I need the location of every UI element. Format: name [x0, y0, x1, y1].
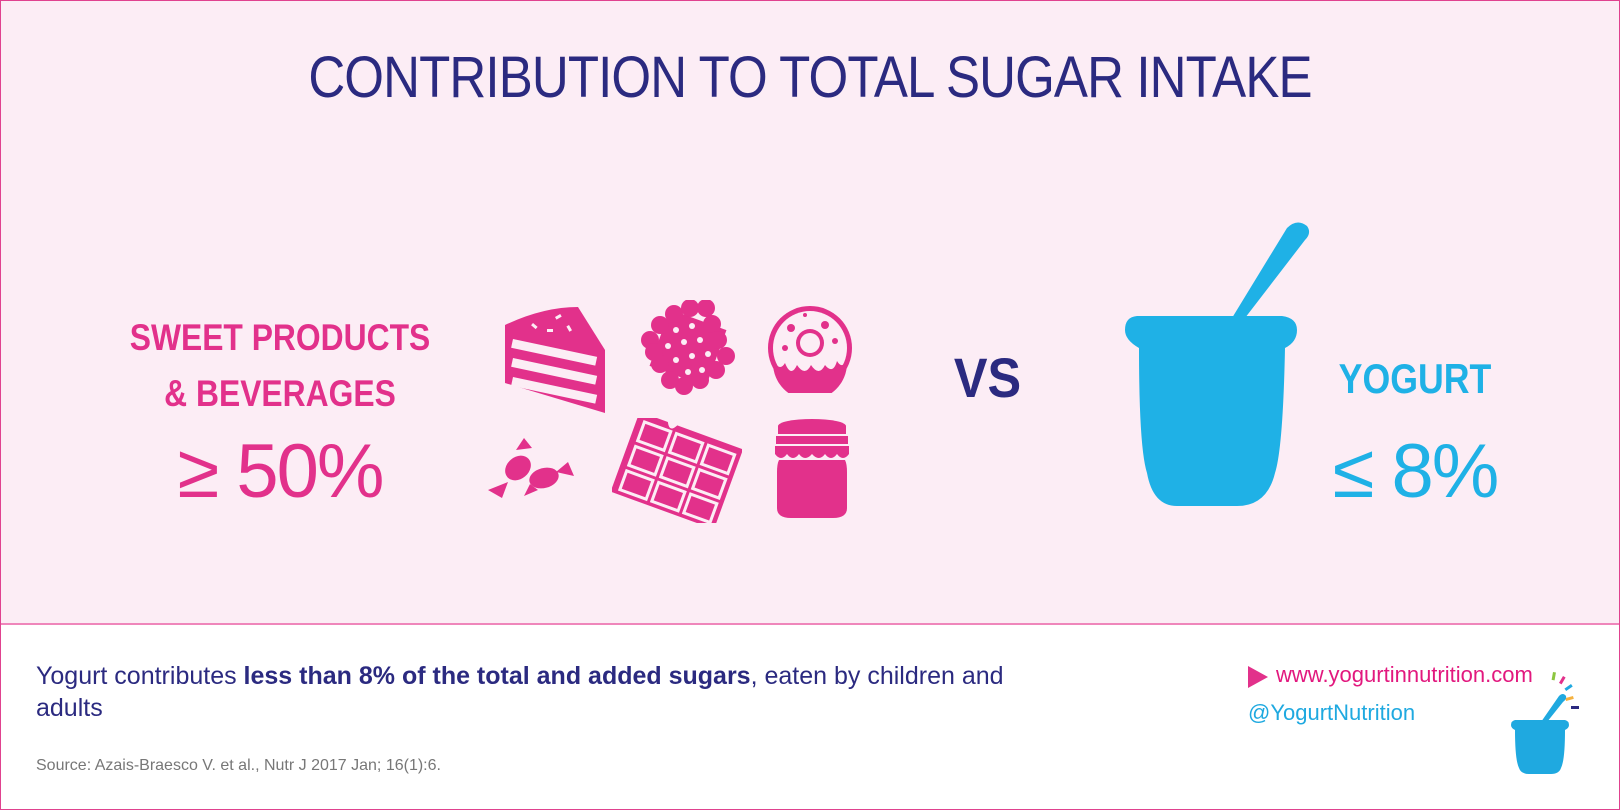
- description-prefix: Yogurt contributes: [36, 662, 244, 690]
- candy-icon: [488, 438, 574, 498]
- sweet-products-percentage: ≥ 50%: [177, 429, 385, 514]
- divider: [1, 623, 1619, 625]
- yogurt-logo-icon: [1511, 672, 1579, 774]
- chocolate-bar-icon: [612, 418, 742, 523]
- twitter-handle-link[interactable]: @YogurtNutrition: [1248, 700, 1416, 725]
- sweet-products-label: SWEET PRODUCTS & BEVERAGES: [117, 310, 444, 422]
- description-highlight: less than 8% of the total and added suga…: [243, 662, 751, 690]
- donut-icon: [768, 306, 852, 393]
- biscuit-icon: [641, 300, 735, 395]
- sweet-products-line2: & BEVERAGES: [164, 373, 396, 414]
- website-link[interactable]: www.yogurtinnutrition.com: [1248, 662, 1533, 688]
- vs-label: VS: [953, 346, 1022, 409]
- page-title: CONTRIBUTION TO TOTAL SUGAR INTAKE: [308, 45, 1312, 110]
- source-citation: Source: Azais-Braesco V. et al., Nutr J …: [36, 757, 441, 774]
- yogurt-cup-icon: [1125, 222, 1310, 506]
- website-link-text[interactable]: www.yogurtinnutrition.com: [1276, 662, 1533, 687]
- cake-slice-icon: [505, 307, 605, 413]
- sweet-products-line1: SWEET PRODUCTS: [129, 317, 431, 358]
- description: Yogurt contributes less than 8% of the t…: [36, 660, 1036, 724]
- jam-jar-icon: [775, 419, 849, 518]
- play-arrow-icon: [1248, 666, 1268, 688]
- description-suffix: , eaten by children and adults: [36, 662, 1004, 722]
- yogurt-label: YOGURT: [1338, 355, 1492, 402]
- yogurt-percentage: ≤ 8%: [1332, 429, 1500, 514]
